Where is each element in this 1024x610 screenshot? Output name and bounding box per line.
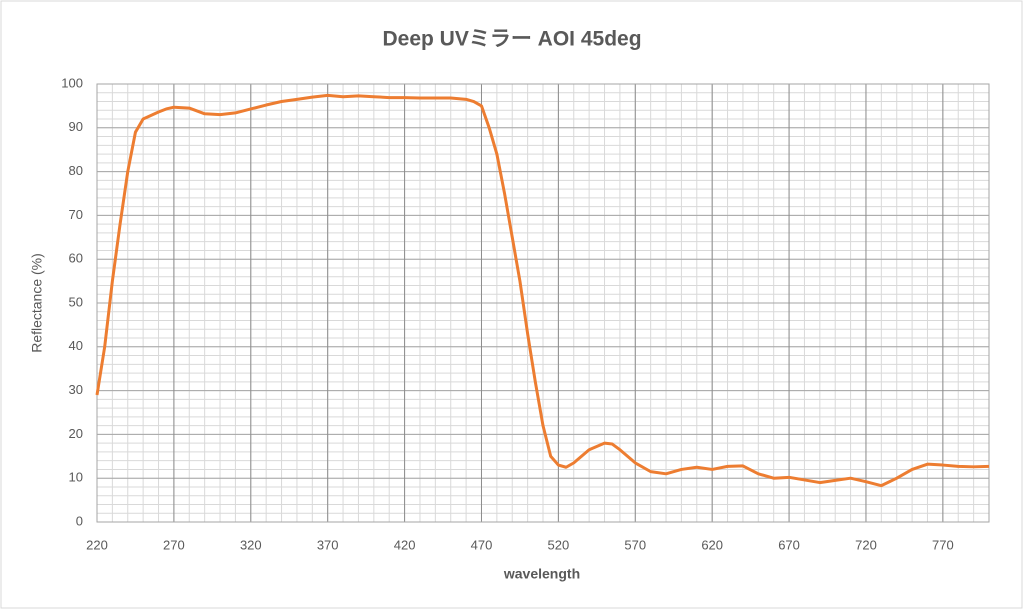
x-tick-label: 420 bbox=[394, 537, 416, 552]
chart-title: Deep UVミラー AOI 45deg bbox=[382, 28, 641, 51]
y-tick-label: 80 bbox=[69, 163, 83, 178]
y-tick-label: 100 bbox=[61, 75, 83, 90]
x-tick-label: 220 bbox=[86, 537, 108, 552]
x-tick-label: 370 bbox=[317, 537, 339, 552]
y-tick-label: 90 bbox=[69, 119, 83, 134]
y-tick-label: 40 bbox=[69, 338, 83, 353]
x-axis-title: wavelength bbox=[503, 566, 580, 582]
plot-border bbox=[96, 83, 990, 523]
y-tick-label: 70 bbox=[69, 207, 83, 222]
x-tick-label: 520 bbox=[548, 537, 570, 552]
x-tick-label: 320 bbox=[240, 537, 262, 552]
y-tick-label: 10 bbox=[69, 470, 83, 485]
x-tick-label: 570 bbox=[624, 537, 646, 552]
x-tick-label: 770 bbox=[932, 537, 954, 552]
y-tick-label: 60 bbox=[69, 251, 83, 266]
y-axis-title: Reflectance (%) bbox=[29, 253, 45, 353]
y-tick-label: 30 bbox=[69, 382, 83, 397]
x-tick-label: 670 bbox=[778, 537, 800, 552]
line-series bbox=[95, 93, 990, 488]
x-tick-label: 620 bbox=[701, 537, 723, 552]
y-tick-label: 50 bbox=[69, 294, 83, 309]
x-tick-label: 270 bbox=[163, 537, 185, 552]
x-tick-label: 720 bbox=[855, 537, 877, 552]
y-tick-label: 0 bbox=[76, 513, 83, 528]
y-tick-label: 20 bbox=[69, 426, 83, 441]
x-tick-label: 470 bbox=[471, 537, 493, 552]
